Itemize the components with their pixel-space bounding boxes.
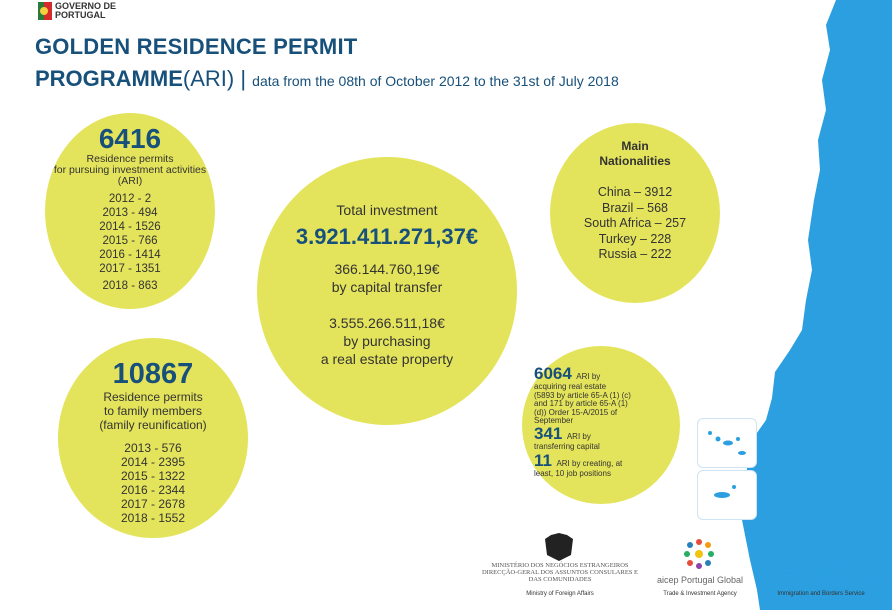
page-title-line2: PROGRAMME(ARI) | data from the 08th of O… [35, 66, 619, 92]
family-year-2017: 2017 - 2678 [120, 497, 186, 511]
sef-caption: Immigration and Borders Service [777, 591, 865, 597]
family-year-2015: 2015 - 1322 [120, 469, 186, 483]
ari-year-2015: 2015 - 766 [102, 235, 158, 247]
title-subtitle: data from the 08th of October 2012 to th… [252, 73, 619, 89]
ari-real-estate-text-2: (5893 by article 65-A (1) (c) [534, 390, 631, 400]
ari-jobs-label: ARI by creating, at [556, 459, 623, 468]
nationality-china: China – 3912 [597, 185, 673, 199]
sef-text: SERVIÇO DE ESTRANGEIROS E FRONTEIRAS [817, 559, 892, 595]
gov-logo-line2: PORTUGAL [55, 10, 106, 20]
total-investment-content: Total investment 3.921.411.271,37€ 366.1… [257, 202, 517, 368]
ministry-text: MINISTÉRIO DOS NEGÓCIOS ESTRANGEIROS DIR… [478, 562, 642, 583]
sef-line-3: E FRONTEIRAS [817, 585, 880, 595]
ari-permits-total: 6416 [98, 123, 162, 154]
ari-real-estate-text-5: September [534, 416, 574, 425]
family-year-2013: 2013 - 576 [124, 441, 182, 455]
nationalities-title-2: Nationalities [599, 154, 671, 168]
ari-year-2012: 2012 - 2 [108, 193, 152, 205]
ari-real-estate-text-1: acquiring real estate [534, 382, 607, 391]
ministry-coat-of-arms-icon [541, 533, 577, 561]
nationality-russia: Russia – 222 [598, 247, 672, 261]
ari-label-2: for pursuing investment activities [53, 164, 207, 176]
nationalities-title-1: Main [621, 139, 649, 153]
ari-year-2014: 2014 - 1526 [99, 221, 161, 233]
ari-capital-label: ARI by [566, 431, 591, 441]
family-year-2016: 2016 - 2344 [120, 483, 186, 497]
family-permits-total: 10867 [112, 358, 194, 390]
ari-capital-text: transferring capital [534, 441, 600, 451]
title-programme: PROGRAMME [35, 66, 183, 91]
family-label-1: Residence permits [103, 390, 203, 404]
nationalities-circle [550, 123, 720, 303]
sef-line-1: SERVIÇO [817, 558, 856, 568]
government-emblem-icon [38, 2, 52, 20]
ari-label-1: Residence permits [86, 153, 174, 165]
property-label-2: a real estate property [320, 351, 454, 367]
nationality-turkey: Turkey – 228 [598, 231, 672, 246]
gov-logo-line1: GOVERNO DE [55, 1, 117, 11]
madeira-inset [697, 470, 757, 520]
page-title-line1: GOLDEN RESIDENCE PERMIT [35, 34, 358, 59]
aicep-caption: Trade & Investment Agency [663, 591, 737, 597]
title-ari: (ARI) | [182, 66, 247, 91]
capital-transfer-label: by capital transfer [331, 279, 443, 295]
ari-capital-count: 341 [534, 423, 563, 443]
ministry-line-2: DIRECÇÃO-GERAL DOS ASSUNTOS CONSULARES E [481, 569, 639, 576]
property-label-1: by purchasing [343, 333, 431, 349]
ari-year-2018: 2018 - 863 [102, 280, 158, 292]
ministry-line-1: MINISTÉRIO DOS NEGÓCIOS ESTRANGEIROS [491, 562, 629, 569]
family-year-2018: 2018 - 1552 [120, 511, 186, 525]
ari-year-2017: 2017 - 1351 [99, 263, 161, 275]
ari-real-estate-text-3: and 171 by article 65-A (1) [534, 399, 628, 408]
ari-jobs-text: least, 10 job positions [534, 469, 611, 478]
ministry-line-3: DAS COMUNIDADES [528, 576, 592, 583]
aicep-logo-icon [681, 536, 717, 572]
sef-line-2: DE ESTRANGEIROS [817, 567, 885, 586]
ari-real-estate-count: 6064 [534, 364, 572, 383]
total-investment-label: Total investment [336, 202, 438, 218]
ari-permits-content: 6416 Residence permits for pursuing inve… [45, 124, 215, 293]
sef-logo: SEF [755, 551, 811, 584]
total-investment-circle [257, 157, 517, 425]
total-investment-value: 3.921.411.271,37€ [295, 224, 479, 249]
ari-permits-circle [45, 113, 215, 309]
nationality-south-africa: South Africa – 257 [583, 216, 687, 230]
nationalities-content: Main Nationalities China – 3912 Brazil –… [550, 139, 720, 263]
ari-breakdown-circle [522, 346, 680, 504]
ari-year-2016: 2016 - 1414 [99, 249, 161, 261]
capital-transfer-amount: 366.144.760,19€ [334, 261, 440, 277]
property-amount: 3.555.266.511,18€ [329, 315, 445, 331]
family-label-2: to family members [103, 404, 203, 418]
family-year-2014: 2014 - 2395 [120, 455, 186, 469]
ari-year-2013: 2013 - 494 [102, 207, 158, 219]
ministry-caption: Ministry of Foreign Affairs [526, 591, 594, 597]
ari-breakdown-content: 6064 ARI by acquiring real estate (5893 … [534, 364, 654, 479]
family-permits-content: 10867 Residence permits to family member… [58, 358, 248, 525]
family-permits-circle [58, 338, 248, 538]
azores-inset [697, 418, 757, 468]
ari-real-estate-text-4: (d)) Order 15-A/2015 of [534, 407, 618, 417]
aicep-name: aicep Portugal Global [656, 575, 744, 585]
ari-label-3: (ARI) [117, 175, 143, 187]
ari-jobs-count: 11 [534, 451, 552, 470]
family-label-3: (family reunification) [99, 418, 207, 432]
nationality-brazil: Brazil – 568 [601, 200, 668, 215]
ari-real-estate-label: ARI by [576, 372, 601, 381]
